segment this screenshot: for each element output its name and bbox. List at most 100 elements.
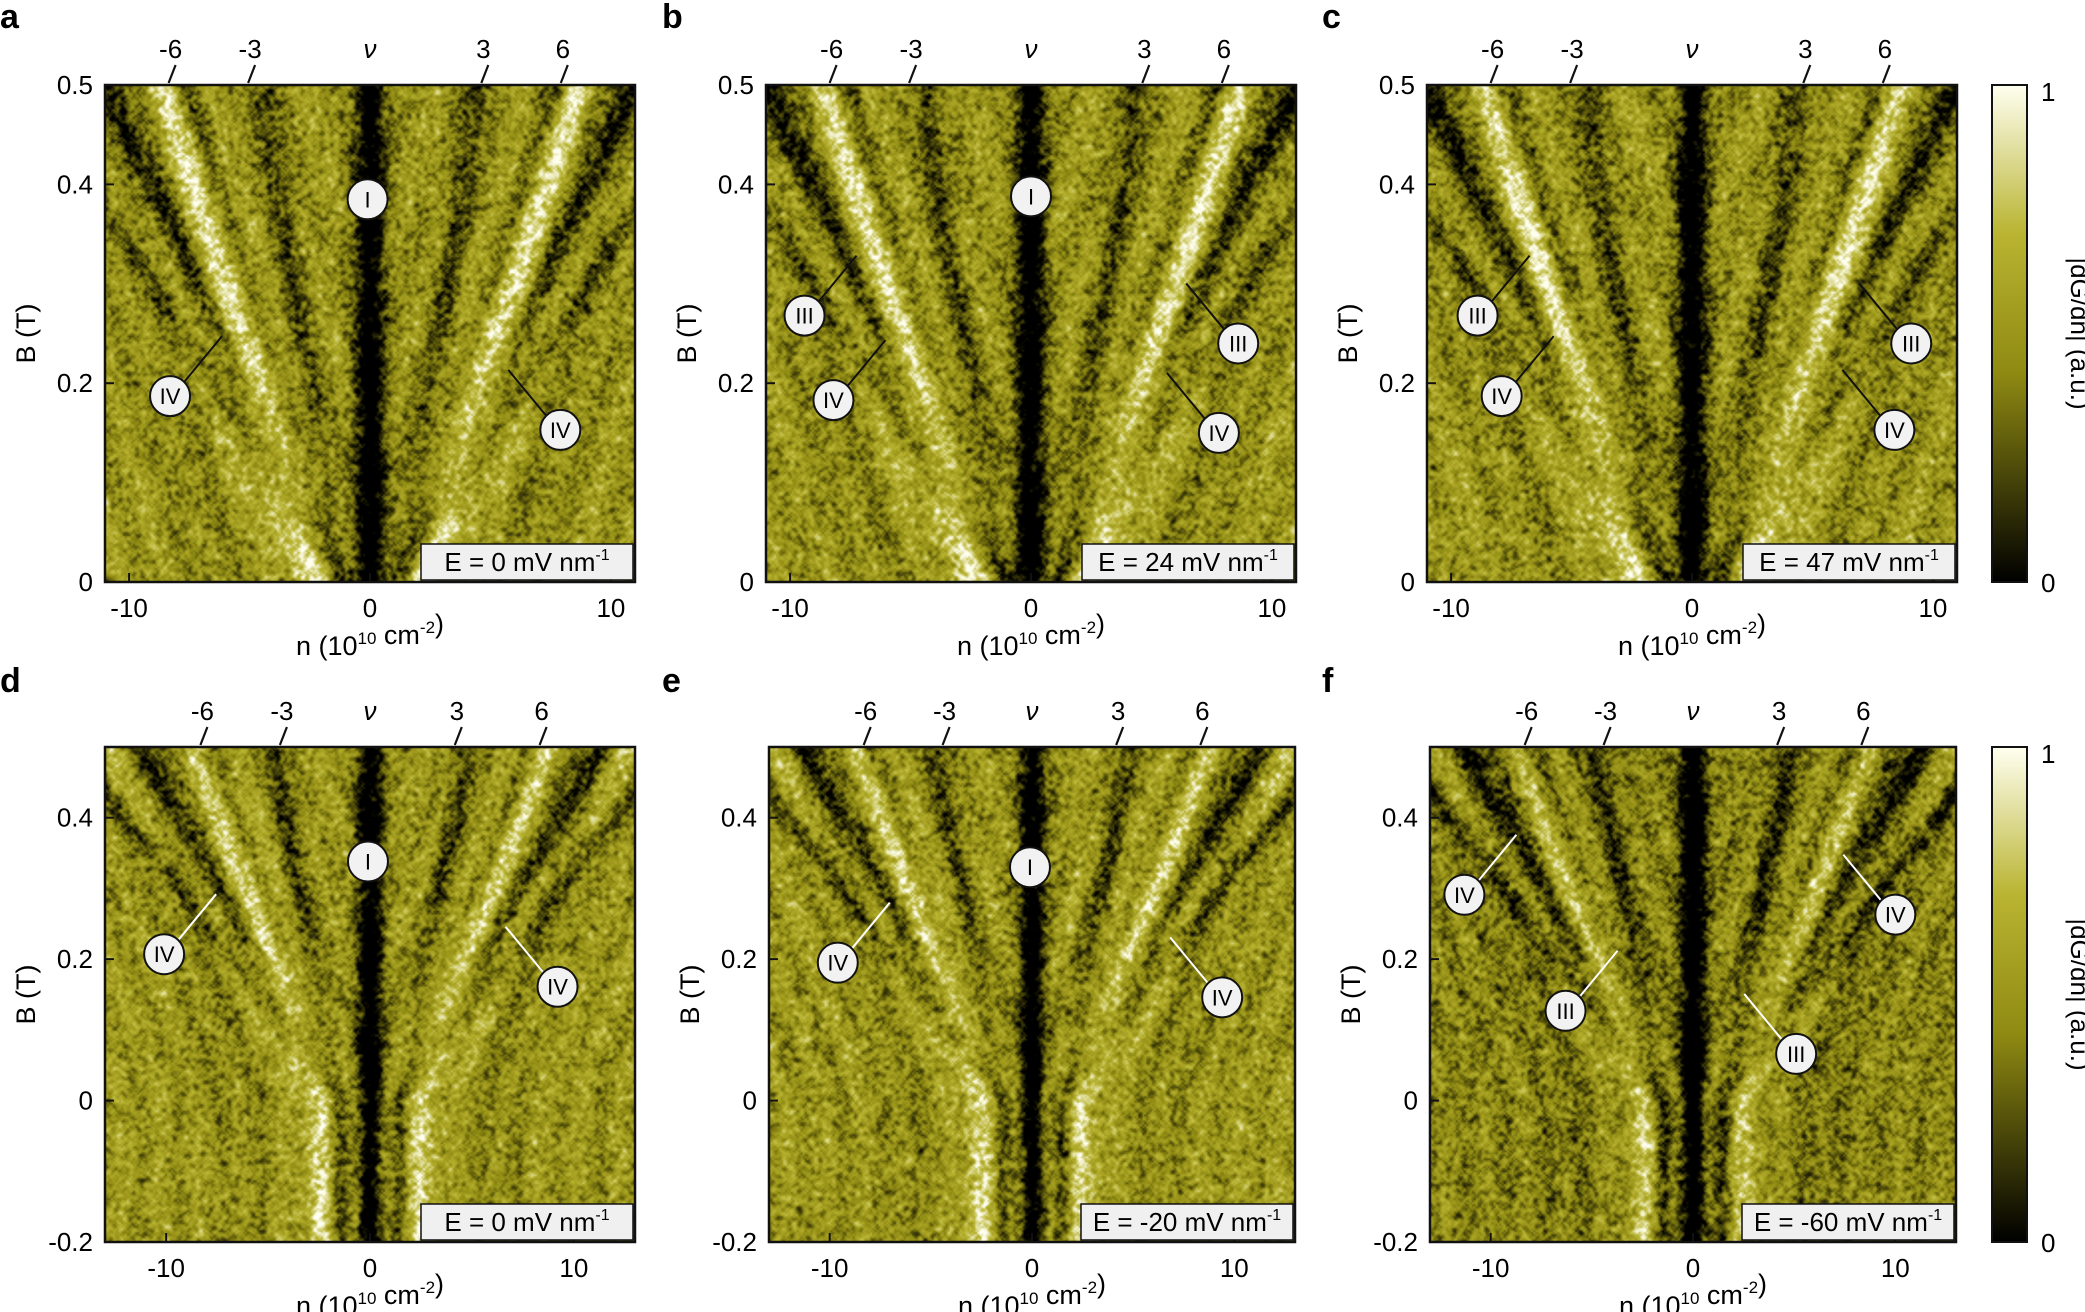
- top-tick-label: 3: [1772, 696, 1786, 726]
- top-tick-mark: [167, 64, 177, 84]
- panel-label: f: [1322, 662, 1334, 700]
- colorbar-max-label: 1: [2041, 77, 2055, 107]
- region-label-iii: III: [1185, 282, 1260, 365]
- top-tick-mark: [862, 726, 872, 746]
- y-tick-label: -0.2: [712, 1227, 757, 1257]
- y-tick-label: 0: [743, 1086, 757, 1116]
- top-tick-mark: [908, 64, 918, 84]
- top-tick-mark: [199, 726, 209, 746]
- y-tick-label: 0: [740, 567, 754, 597]
- colorbar-max-label: 1: [2041, 739, 2055, 769]
- y-tick-label: 0: [79, 1086, 93, 1116]
- x-tick-label: 10: [1257, 593, 1286, 623]
- top-tick-label: 6: [1217, 34, 1231, 64]
- y-axis-label: B (T): [1336, 965, 1366, 1025]
- svg-text:III: III: [1902, 331, 1920, 356]
- panel-c: c -10 0 10 0 0.2 0.4 0.5 -6 -3 3 6 ν n (1010 cm-2) B (…: [1322, 0, 1959, 661]
- colorbar: 1 0 |dG/dn| (a.u.): [1991, 77, 2085, 598]
- panel-b: b -10 0 10 0 0.2 0.4 0.5 -6 -3 3 6 ν n (1010 cm-2) B (…: [662, 0, 1298, 661]
- top-tick-mark: [828, 64, 838, 84]
- panel-label: a: [0, 0, 20, 36]
- top-tick-mark: [538, 726, 548, 746]
- x-axis-label: n (1010 cm-2): [1618, 609, 1766, 661]
- panel-e: e -10 0 10 -0.2 0 0.2 0.4 -6 -3 3 6 ν n (1010 cm-2) B …: [662, 662, 1297, 1312]
- x-axis-label: n (1010 cm-2): [1619, 1269, 1767, 1312]
- svg-text:I: I: [365, 850, 371, 875]
- svg-text:IV: IV: [550, 418, 571, 443]
- top-tick-mark: [278, 726, 288, 746]
- x-tick-label: 10: [596, 593, 625, 623]
- top-tick-label: -3: [933, 696, 956, 726]
- top-tick-label: 3: [450, 696, 464, 726]
- top-axis-symbol: ν: [1687, 696, 1700, 726]
- region-label-iv: IV: [504, 926, 579, 1008]
- svg-text:E = -20 mV nm-1: E = -20 mV nm-1: [1093, 1207, 1281, 1237]
- top-tick-mark: [1220, 64, 1230, 84]
- x-tick-label: 0: [1024, 593, 1038, 623]
- svg-text:III: III: [795, 304, 813, 329]
- x-tick-label: -10: [771, 593, 809, 623]
- svg-text:E = 47 mV nm-1: E = 47 mV nm-1: [1759, 547, 1939, 577]
- top-tick-mark: [1776, 726, 1786, 746]
- y-tick-label: 0.4: [1382, 803, 1418, 833]
- svg-text:IV: IV: [1212, 985, 1233, 1010]
- colorbar: 1 0 |dG/dn| (a.u.): [1991, 739, 2085, 1258]
- top-tick-label: -3: [1594, 696, 1617, 726]
- y-axis-label: B (T): [1333, 304, 1363, 364]
- top-tick-mark: [247, 64, 257, 84]
- y-axis-label: B (T): [11, 965, 41, 1025]
- top-tick-label: -6: [854, 696, 877, 726]
- top-axis-symbol: ν: [1025, 34, 1038, 64]
- heatmap-image: [1427, 85, 1957, 582]
- field-label: E = 0 mV nm-1: [420, 1203, 634, 1241]
- panel-label: c: [1322, 0, 1341, 36]
- svg-text:IV: IV: [827, 951, 848, 976]
- region-label-iii: III: [1858, 282, 1933, 365]
- top-tick-mark: [453, 726, 463, 746]
- x-tick-label: -10: [811, 1253, 849, 1283]
- svg-text:IV: IV: [154, 942, 175, 967]
- svg-text:III: III: [1468, 304, 1486, 329]
- top-tick-mark: [941, 726, 951, 746]
- top-tick-mark: [1523, 726, 1533, 746]
- svg-text:IV: IV: [1884, 418, 1905, 443]
- region-label-i: I: [1008, 846, 1051, 889]
- y-axis-label: B (T): [672, 304, 702, 364]
- x-tick-label: 0: [363, 1253, 377, 1283]
- y-tick-label: 0.4: [1379, 169, 1415, 199]
- svg-text:I: I: [1027, 855, 1033, 880]
- y-axis-label: B (T): [675, 965, 705, 1025]
- top-tick-mark: [480, 64, 490, 84]
- heatmap-image: [1430, 747, 1956, 1242]
- top-tick-label: 6: [1195, 696, 1209, 726]
- svg-text:IV: IV: [1454, 883, 1475, 908]
- top-axis-symbol: ν: [364, 34, 377, 64]
- top-tick-label: 6: [1856, 696, 1870, 726]
- top-tick-label: -3: [1561, 34, 1584, 64]
- top-axis-symbol: ν: [364, 696, 377, 726]
- x-tick-label: 0: [1685, 593, 1699, 623]
- y-axis-label: B (T): [11, 304, 41, 364]
- x-tick-label: 10: [559, 1253, 588, 1283]
- field-label: E = -60 mV nm-1: [1741, 1203, 1955, 1241]
- region-label-iii: III: [1743, 993, 1818, 1075]
- top-tick-label: 6: [534, 696, 548, 726]
- x-tick-label: 10: [1881, 1253, 1910, 1283]
- panel-label: b: [662, 0, 683, 36]
- svg-text:IV: IV: [1209, 421, 1230, 446]
- svg-text:III: III: [1556, 999, 1574, 1024]
- heatmap-image: [105, 85, 635, 582]
- x-axis-label: n (1010 cm-2): [957, 609, 1105, 661]
- region-label-iv: IV: [1480, 335, 1555, 418]
- top-tick-label: 6: [1878, 34, 1892, 64]
- svg-text:E = 0 mV nm-1: E = 0 mV nm-1: [444, 547, 609, 577]
- y-tick-label: 0: [79, 567, 93, 597]
- panel-label: d: [0, 662, 21, 700]
- y-tick-label: 0.2: [57, 368, 93, 398]
- region-label-iv: IV: [816, 902, 891, 984]
- x-tick-label: 0: [1025, 1253, 1039, 1283]
- svg-text:IV: IV: [1491, 384, 1512, 409]
- region-label-iv: IV: [1443, 834, 1518, 916]
- top-tick-mark: [1115, 726, 1125, 746]
